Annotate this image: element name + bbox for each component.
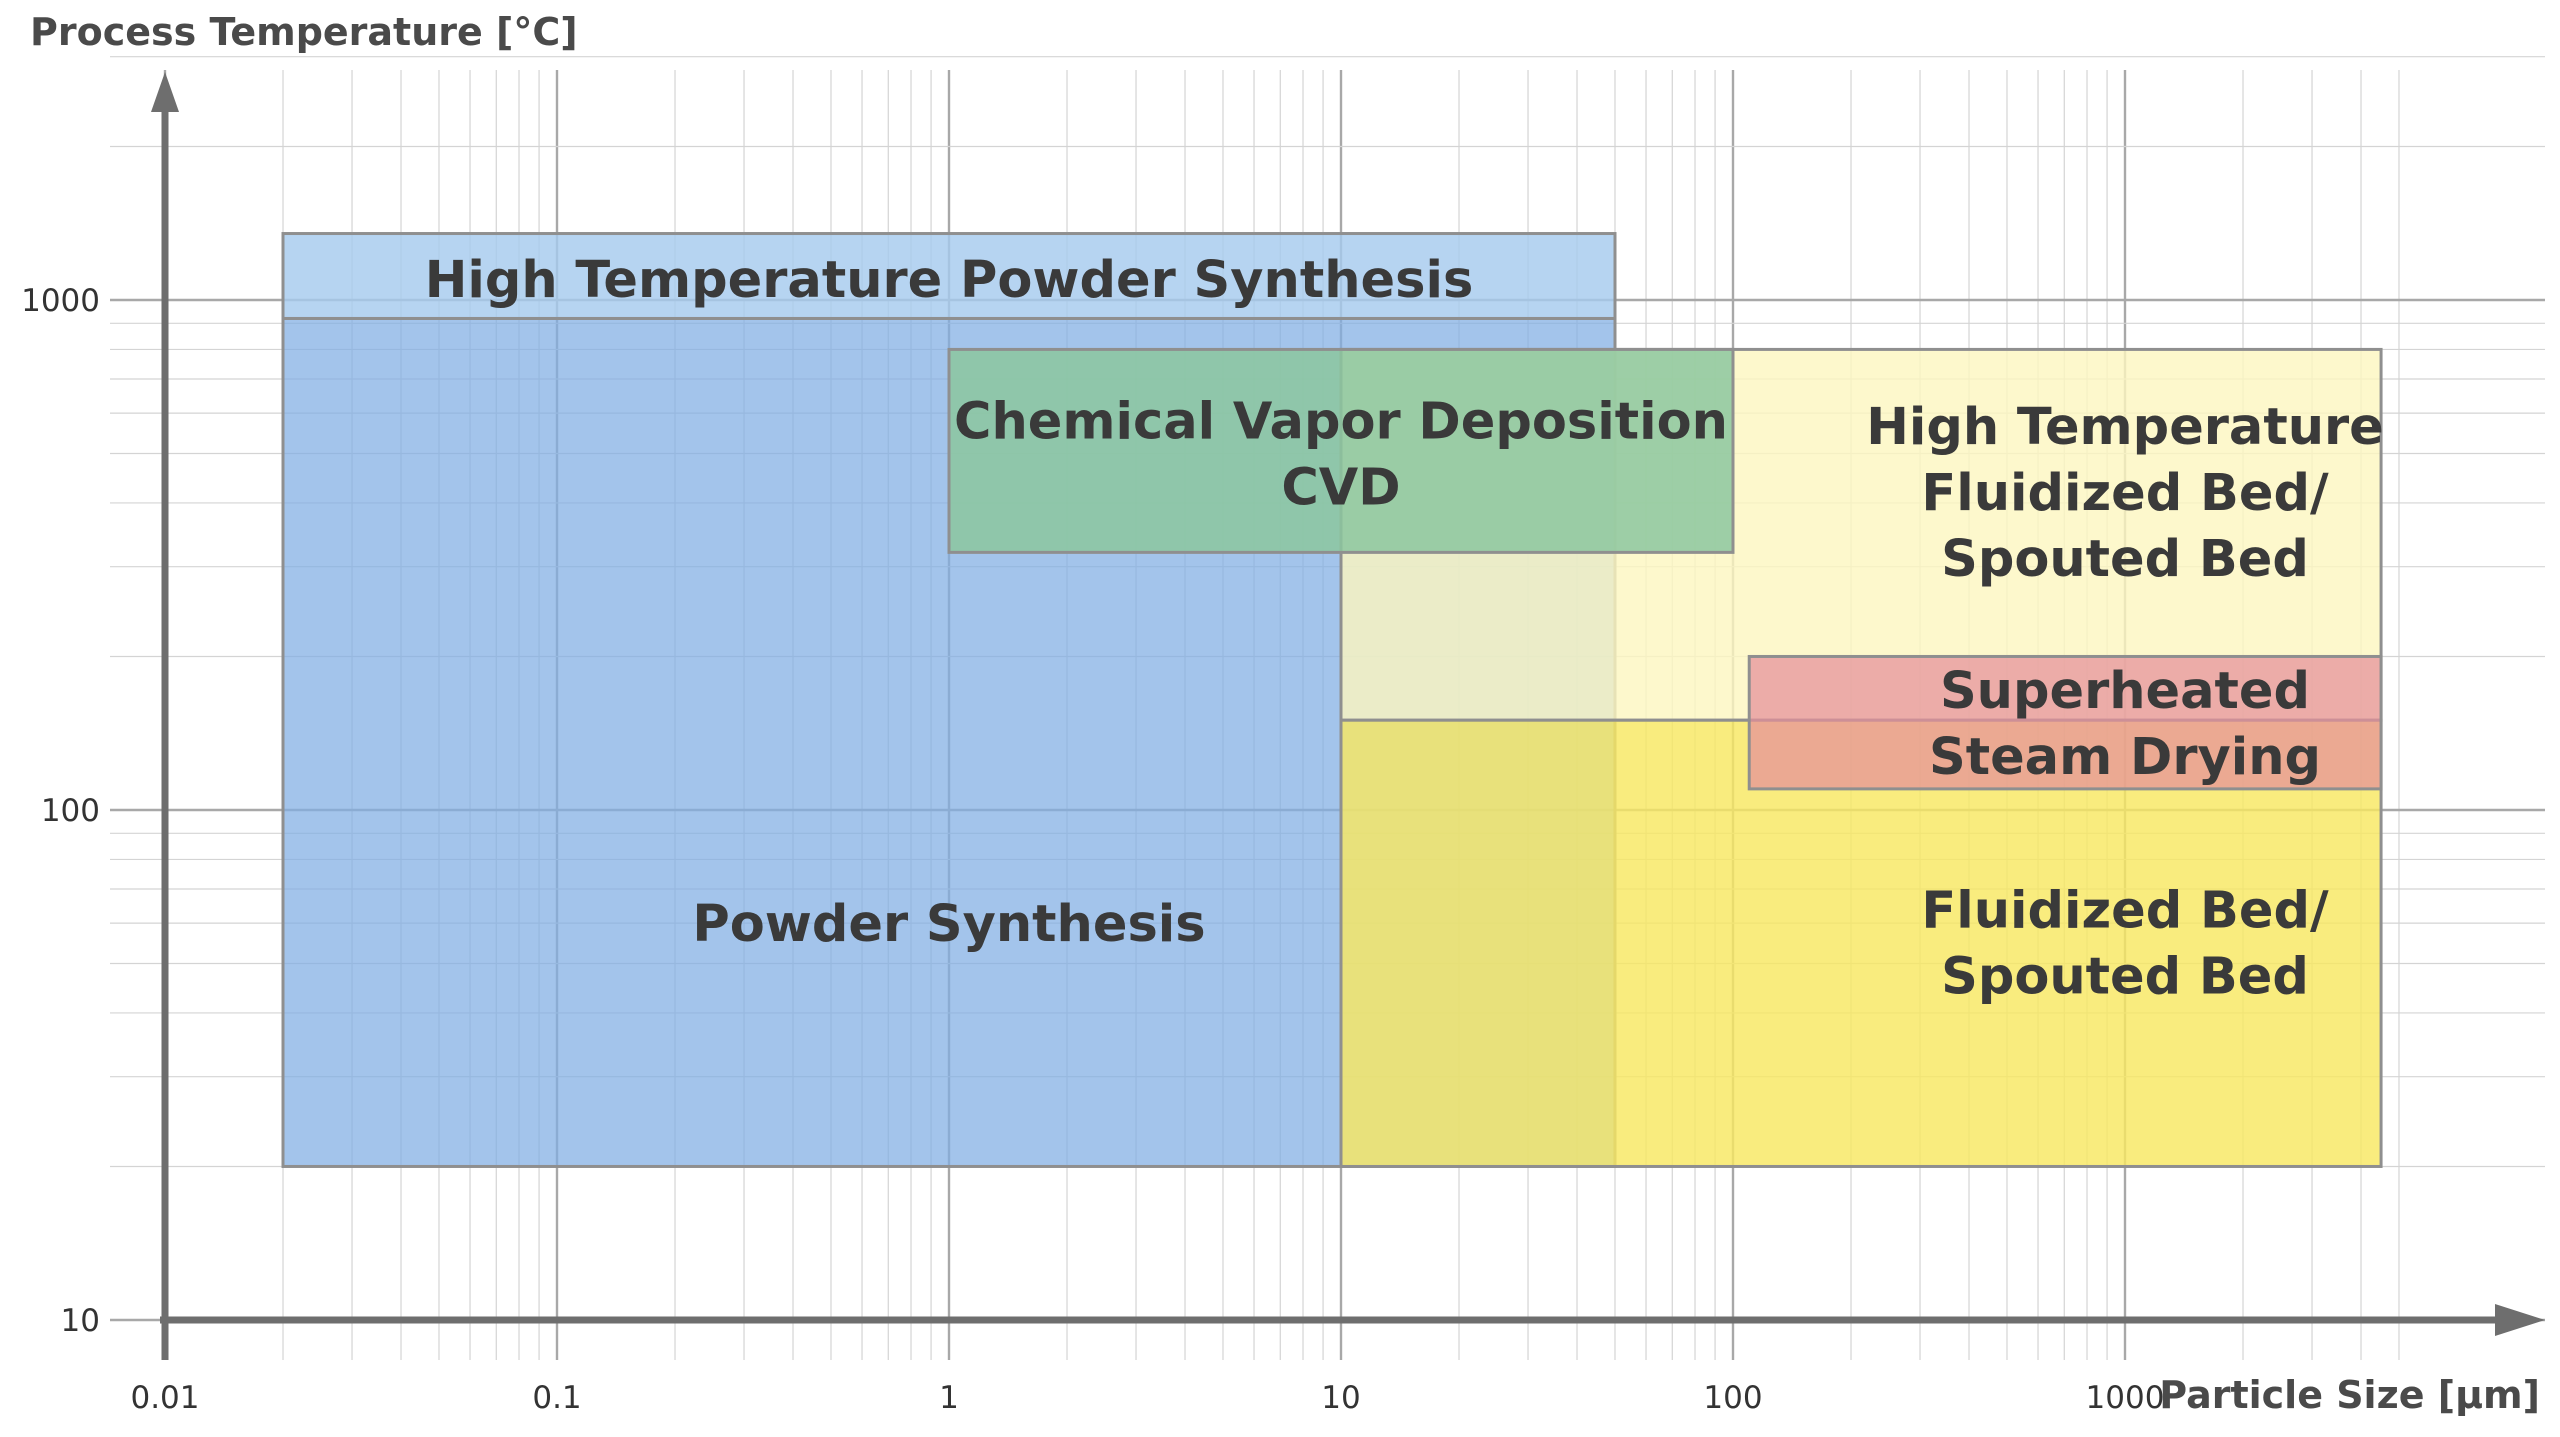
high-temperature-powder-synthesis-label: High Temperature Powder Synthesis	[425, 251, 1474, 310]
x-tick-label: 0.1	[532, 1380, 581, 1416]
y-axis-arrow	[151, 72, 179, 112]
axes	[151, 72, 2545, 1360]
x-axis-arrow	[2495, 1304, 2545, 1336]
y-tick-label: 100	[41, 793, 100, 829]
y-axis-title: Process Temperature [°C]	[30, 10, 578, 54]
high-temperature-powder-synthesis-region	[281, 232, 1617, 320]
x-axis-title: Particle Size [µm]	[2159, 1373, 2540, 1417]
x-tick-label: 100	[1703, 1380, 1762, 1416]
regions	[281, 232, 2383, 1168]
powder-synthesis-label: Powder Synthesis	[692, 895, 1205, 954]
fluidized-bed-label: Fluidized Bed/Spouted Bed	[1921, 881, 2329, 1006]
high-temperature-fluidized-bed-label: High Temperature Fluidized Bed/Spouted Be…	[1866, 398, 2384, 589]
x-tick-label: 10	[1321, 1380, 1360, 1416]
x-tick-label: 1000	[2086, 1380, 2165, 1416]
superheated-steam-drying-region	[1747, 654, 2383, 791]
fluidized-bed-region	[1339, 718, 2383, 1168]
region-labels: Powder Synthesis High Temperature Powder …	[425, 251, 2384, 1007]
x-tick-label: 0.01	[130, 1380, 199, 1416]
chemical-vapor-deposition-region	[947, 347, 1735, 554]
tick-labels: 0.01 0.1 1 10 100 1000 10 100 1000	[21, 283, 2164, 1416]
x-tick-label: 1	[939, 1380, 959, 1416]
y-tick-label: 10	[61, 1303, 100, 1339]
chemical-vapor-deposition-label: Chemical Vapor Deposition CVD	[954, 393, 1728, 518]
superheated-steam-drying-label: Superheated Steam Drying	[1929, 662, 2321, 787]
y-tick-label: 1000	[21, 283, 100, 319]
